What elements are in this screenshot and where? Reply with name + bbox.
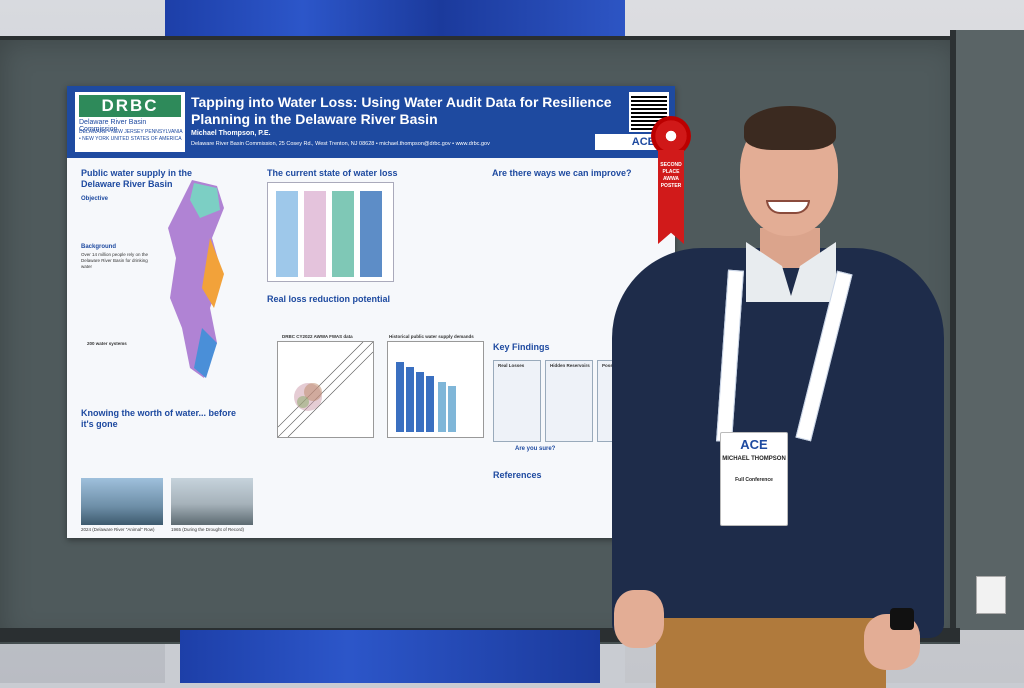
section-key-findings: Key Findings bbox=[493, 342, 550, 352]
finding-real-losses: Real Losses bbox=[493, 360, 541, 442]
background-heading: Background bbox=[81, 244, 117, 250]
poster-board-side bbox=[950, 30, 1024, 630]
blue-curtain-bottom bbox=[180, 630, 600, 683]
watch-icon bbox=[890, 608, 914, 630]
demand-bar-chart bbox=[387, 341, 484, 438]
khaki-pants bbox=[656, 618, 886, 688]
ribbon-rosette-icon bbox=[651, 116, 691, 156]
poster-affiliation: Delaware River Basin Commission, 25 Cose… bbox=[191, 141, 490, 147]
badge-logo: ACE bbox=[740, 437, 768, 452]
award-ribbon: SECOND PLACE AWWA POSTER bbox=[648, 116, 694, 244]
section-references: References bbox=[493, 470, 542, 480]
logo-mark: DRBC bbox=[79, 95, 181, 117]
section-improve: Are there ways we can improve? bbox=[492, 168, 632, 178]
presenter: ACE MICHAEL THOMPSON Full Conference bbox=[608, 100, 948, 688]
basin-map bbox=[168, 180, 224, 378]
badge-type: Full Conference bbox=[735, 477, 773, 483]
wall-card bbox=[976, 576, 1006, 614]
photo-river-2024 bbox=[81, 478, 163, 525]
badge-name: MICHAEL THOMPSON bbox=[722, 456, 786, 462]
water-loss-bar-chart bbox=[267, 182, 394, 282]
finding-hidden-reservoirs: Hidden Reservoirs bbox=[545, 360, 593, 442]
ace-logo: ACE bbox=[595, 134, 661, 150]
drbc-logo: DRBC Delaware River Basin Commission DEL… bbox=[75, 92, 185, 152]
left-hand bbox=[614, 590, 664, 648]
poster-title: Tapping into Water Loss: Using Water Aud… bbox=[191, 94, 612, 127]
chart-bar bbox=[360, 191, 382, 277]
chart-bar bbox=[332, 191, 354, 277]
research-poster: DRBC Delaware River Basin Commission DEL… bbox=[67, 86, 675, 538]
systems-stat: 200 water systems bbox=[87, 341, 127, 346]
question-text: Are you sure? bbox=[515, 446, 556, 452]
ribbon-text: SECOND PLACE AWWA POSTER bbox=[658, 150, 684, 244]
section-public-water-supply: Public water supply in the Delaware Rive… bbox=[81, 168, 193, 189]
section-current-state: The current state of water loss bbox=[267, 168, 398, 178]
hair bbox=[744, 106, 836, 150]
objective-heading: Objective bbox=[81, 196, 109, 202]
poster-header: DRBC Delaware River Basin Commission DEL… bbox=[67, 86, 675, 158]
photo-river-1965 bbox=[171, 478, 253, 525]
logo-states: DELAWARE • NEW JERSEY PENNSYLVANIA • NEW… bbox=[79, 129, 183, 142]
histo-title: Historical public water supply demands bbox=[389, 334, 474, 339]
photo-caption-2024: 2024 (Delaware River "Animal" Row) bbox=[81, 527, 155, 532]
chart-bar bbox=[304, 191, 326, 277]
photo-caption-1965: 1965 (During the Drought of Record) bbox=[171, 527, 245, 532]
scatter-title: DRBC CY2022 AWWA FWAS data bbox=[282, 334, 353, 339]
chart-bar bbox=[276, 191, 298, 277]
name-badge: ACE MICHAEL THOMPSON Full Conference bbox=[720, 432, 788, 526]
section-worth-of-water: Knowing the worth of water... before it'… bbox=[81, 408, 237, 429]
scatter-plot bbox=[277, 341, 374, 438]
logo-org-name: Delaware River Basin Commission bbox=[79, 119, 147, 133]
people-stat: Over 14 million people rely on the Delaw… bbox=[81, 252, 149, 269]
poster-author: Michael Thompson, P.E. bbox=[191, 130, 271, 137]
section-real-loss-reduction: Real loss reduction potential bbox=[267, 294, 391, 304]
